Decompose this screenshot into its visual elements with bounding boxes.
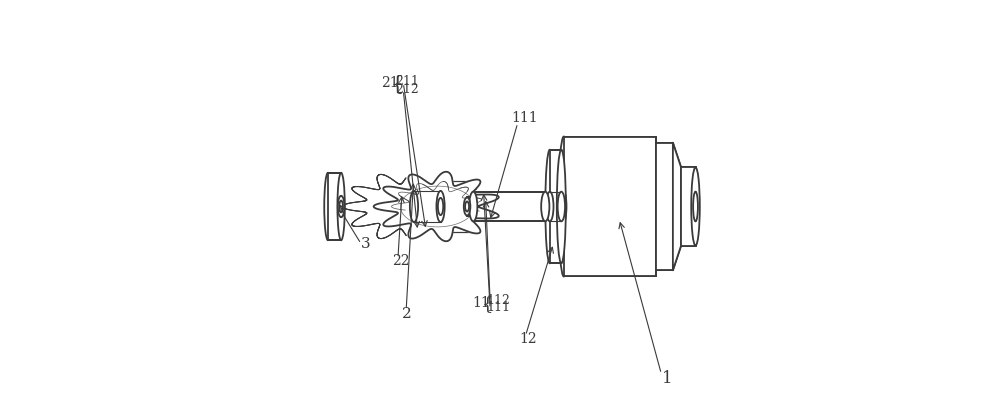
Ellipse shape [546, 192, 554, 221]
Ellipse shape [545, 150, 554, 263]
Ellipse shape [558, 137, 569, 276]
Polygon shape [673, 143, 681, 270]
Ellipse shape [558, 192, 565, 221]
Ellipse shape [337, 173, 345, 240]
Text: 111: 111 [511, 111, 538, 125]
Ellipse shape [324, 173, 332, 240]
Ellipse shape [338, 196, 344, 217]
Text: {: { [482, 295, 493, 313]
Polygon shape [342, 172, 467, 241]
Ellipse shape [339, 201, 343, 212]
Text: 211: 211 [395, 75, 419, 88]
Ellipse shape [557, 150, 566, 263]
Ellipse shape [561, 192, 566, 221]
Polygon shape [473, 192, 545, 221]
Polygon shape [328, 173, 341, 240]
Text: 1: 1 [662, 370, 672, 387]
Ellipse shape [465, 202, 469, 211]
Polygon shape [656, 143, 673, 270]
Ellipse shape [469, 192, 477, 221]
Ellipse shape [438, 198, 443, 215]
Ellipse shape [541, 192, 549, 221]
Text: 21: 21 [381, 76, 398, 90]
Polygon shape [467, 197, 473, 216]
Ellipse shape [436, 191, 445, 222]
Text: 212: 212 [395, 83, 419, 96]
Text: 22: 22 [392, 254, 410, 268]
Polygon shape [550, 150, 561, 263]
Text: 11: 11 [472, 296, 490, 310]
Text: 3: 3 [361, 237, 371, 251]
Text: {: { [391, 75, 404, 94]
Text: 111: 111 [486, 301, 510, 314]
Polygon shape [374, 172, 499, 241]
Ellipse shape [410, 191, 418, 222]
Polygon shape [564, 137, 656, 276]
Polygon shape [681, 167, 696, 246]
Ellipse shape [693, 192, 698, 221]
Text: 2: 2 [402, 306, 412, 320]
Ellipse shape [464, 197, 470, 216]
Text: 112: 112 [486, 294, 510, 307]
Text: 12: 12 [520, 332, 537, 347]
Ellipse shape [691, 167, 700, 246]
